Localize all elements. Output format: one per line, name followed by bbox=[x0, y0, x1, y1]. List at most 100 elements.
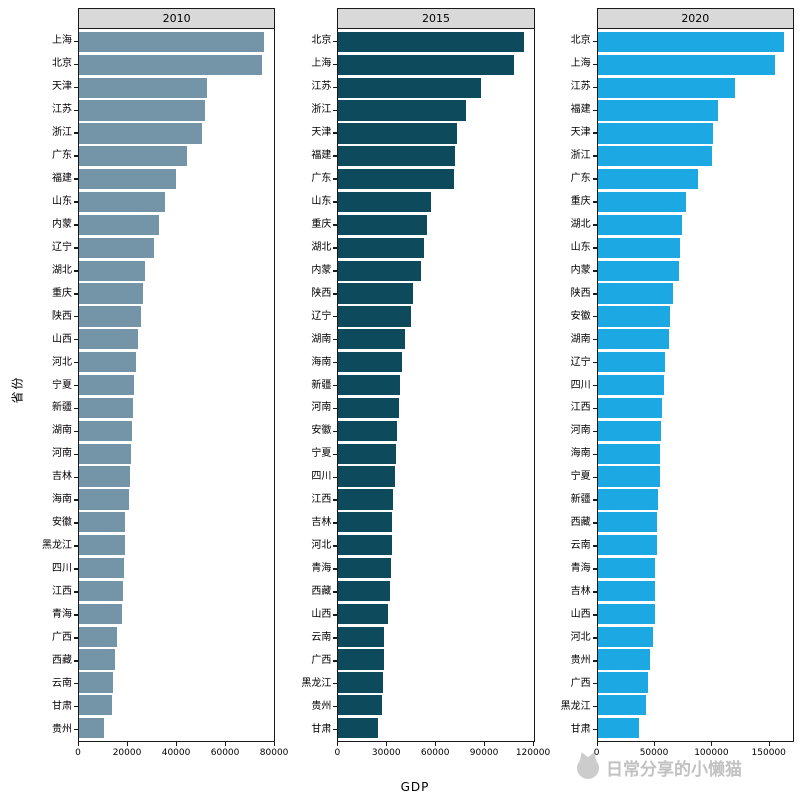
y-axis-label: 广西 bbox=[570, 677, 591, 689]
y-axis-label: 福建 bbox=[311, 150, 332, 162]
y-axis-label: 山东 bbox=[570, 241, 591, 253]
x-axis-title: GDP bbox=[400, 780, 430, 794]
y-tick-mark bbox=[592, 86, 597, 89]
bar bbox=[597, 695, 647, 716]
y-tick-mark bbox=[333, 614, 338, 616]
y-label-row: 浙江 bbox=[289, 99, 338, 122]
y-tick-mark bbox=[333, 453, 338, 456]
bar-row bbox=[338, 328, 533, 351]
y-axis-label: 上海 bbox=[311, 58, 332, 70]
y-label-row: 黑龙江 bbox=[289, 672, 338, 695]
x-tick-mark bbox=[596, 742, 598, 746]
y-label-row: 甘肃 bbox=[289, 718, 338, 741]
bar bbox=[338, 77, 482, 98]
bar-row bbox=[79, 557, 274, 580]
bar bbox=[79, 77, 208, 98]
bar bbox=[338, 214, 428, 236]
y-axis-label: 福建 bbox=[570, 104, 591, 116]
bar bbox=[338, 54, 515, 75]
bar bbox=[338, 718, 378, 739]
plot-panel-2015 bbox=[337, 28, 535, 742]
bar bbox=[338, 237, 424, 258]
bar bbox=[338, 420, 398, 441]
y-axis-label: 天津 bbox=[52, 81, 72, 93]
bar bbox=[338, 283, 414, 304]
y-axis-label: 云南 bbox=[570, 540, 591, 552]
bar bbox=[79, 100, 206, 121]
y-label-row: 新疆 bbox=[549, 489, 597, 512]
y-axis-label: 江苏 bbox=[52, 104, 72, 116]
y-label-row: 内蒙 bbox=[289, 259, 338, 282]
x-tick-mark bbox=[533, 742, 535, 746]
y-label-row: 湖南 bbox=[30, 420, 78, 443]
y-tick-mark bbox=[333, 545, 338, 547]
facet-strip-2015: 2015 bbox=[337, 8, 535, 29]
bar bbox=[79, 31, 265, 53]
y-axis-label: 甘肃 bbox=[570, 723, 591, 735]
y-tick-mark bbox=[74, 728, 78, 731]
x-tick-label: 50000 bbox=[639, 748, 669, 758]
bar-row bbox=[79, 442, 274, 465]
y-label-row: 辽宁 bbox=[289, 305, 338, 328]
y-tick-mark bbox=[333, 384, 338, 387]
y-axis-label: 四川 bbox=[52, 563, 72, 575]
y-label-row: 河北 bbox=[549, 626, 597, 649]
y-label-row: 四川 bbox=[289, 466, 338, 489]
y-axis-label: 江西 bbox=[311, 494, 332, 506]
bar bbox=[597, 214, 683, 236]
y-label-row: 云南 bbox=[289, 626, 338, 649]
bar-row bbox=[338, 511, 533, 534]
bar bbox=[597, 672, 648, 693]
y-label-row: 上海 bbox=[289, 53, 338, 76]
bar-row bbox=[597, 99, 793, 122]
y-label-row: 海南 bbox=[289, 351, 338, 374]
bar bbox=[79, 603, 123, 624]
x-tick-label: 60000 bbox=[420, 748, 450, 758]
y-tick-mark bbox=[333, 315, 338, 318]
bar-row bbox=[597, 419, 793, 442]
y-axis-label: 天津 bbox=[311, 127, 332, 139]
y-tick-mark bbox=[333, 293, 338, 295]
bar-row bbox=[597, 351, 793, 374]
y-label-row: 安徽 bbox=[289, 420, 338, 443]
y-tick-mark bbox=[74, 705, 78, 708]
bar-row bbox=[338, 351, 533, 374]
y-label-row: 江苏 bbox=[30, 99, 78, 122]
bar bbox=[338, 374, 401, 396]
y-label-row: 北京 bbox=[30, 53, 78, 76]
y-axis-label: 宁夏 bbox=[52, 379, 72, 391]
bar bbox=[338, 603, 388, 624]
cat-logo-icon bbox=[577, 756, 599, 779]
x-tick-label: 100000 bbox=[694, 748, 729, 758]
y-label-row: 贵州 bbox=[289, 695, 338, 718]
bar-row bbox=[597, 534, 793, 557]
bar-row bbox=[338, 53, 533, 76]
y-label-row: 四川 bbox=[30, 558, 78, 581]
y-label-row: 江西 bbox=[549, 397, 597, 420]
y-label-row: 安徽 bbox=[549, 305, 597, 328]
watermark-text: 日常分享的小懒猫 bbox=[606, 760, 742, 780]
y-label-row: 甘肃 bbox=[30, 695, 78, 718]
bar bbox=[597, 603, 655, 624]
y-axis-label: 新疆 bbox=[311, 379, 332, 391]
bar bbox=[79, 466, 130, 487]
bar-row bbox=[597, 397, 793, 420]
y-axis-label: 陕西 bbox=[311, 287, 332, 299]
y-tick-mark bbox=[74, 315, 78, 318]
bar-row bbox=[79, 534, 274, 557]
y-label-row: 湖南 bbox=[289, 328, 338, 351]
bar-row bbox=[597, 488, 793, 511]
bar bbox=[79, 420, 133, 441]
y-axis-label: 北京 bbox=[311, 35, 332, 47]
bar bbox=[79, 146, 187, 167]
bar bbox=[79, 191, 166, 213]
bar-row bbox=[338, 259, 533, 282]
y-label-row: 福建 bbox=[30, 168, 78, 191]
y-label-row: 吉林 bbox=[30, 466, 78, 489]
y-label-row: 江苏 bbox=[289, 76, 338, 99]
bar-row bbox=[338, 625, 533, 648]
bar-row bbox=[597, 442, 793, 465]
facet-2020: 2020 北京 上海 江苏 福建 天津 浙江 广东 重庆 湖北 山东 内蒙 陕西 安徽 湖南 辽宁 四川 江西河… bbox=[549, 8, 794, 770]
y-label-row: 甘肃 bbox=[549, 718, 597, 741]
bar-row bbox=[597, 191, 793, 214]
